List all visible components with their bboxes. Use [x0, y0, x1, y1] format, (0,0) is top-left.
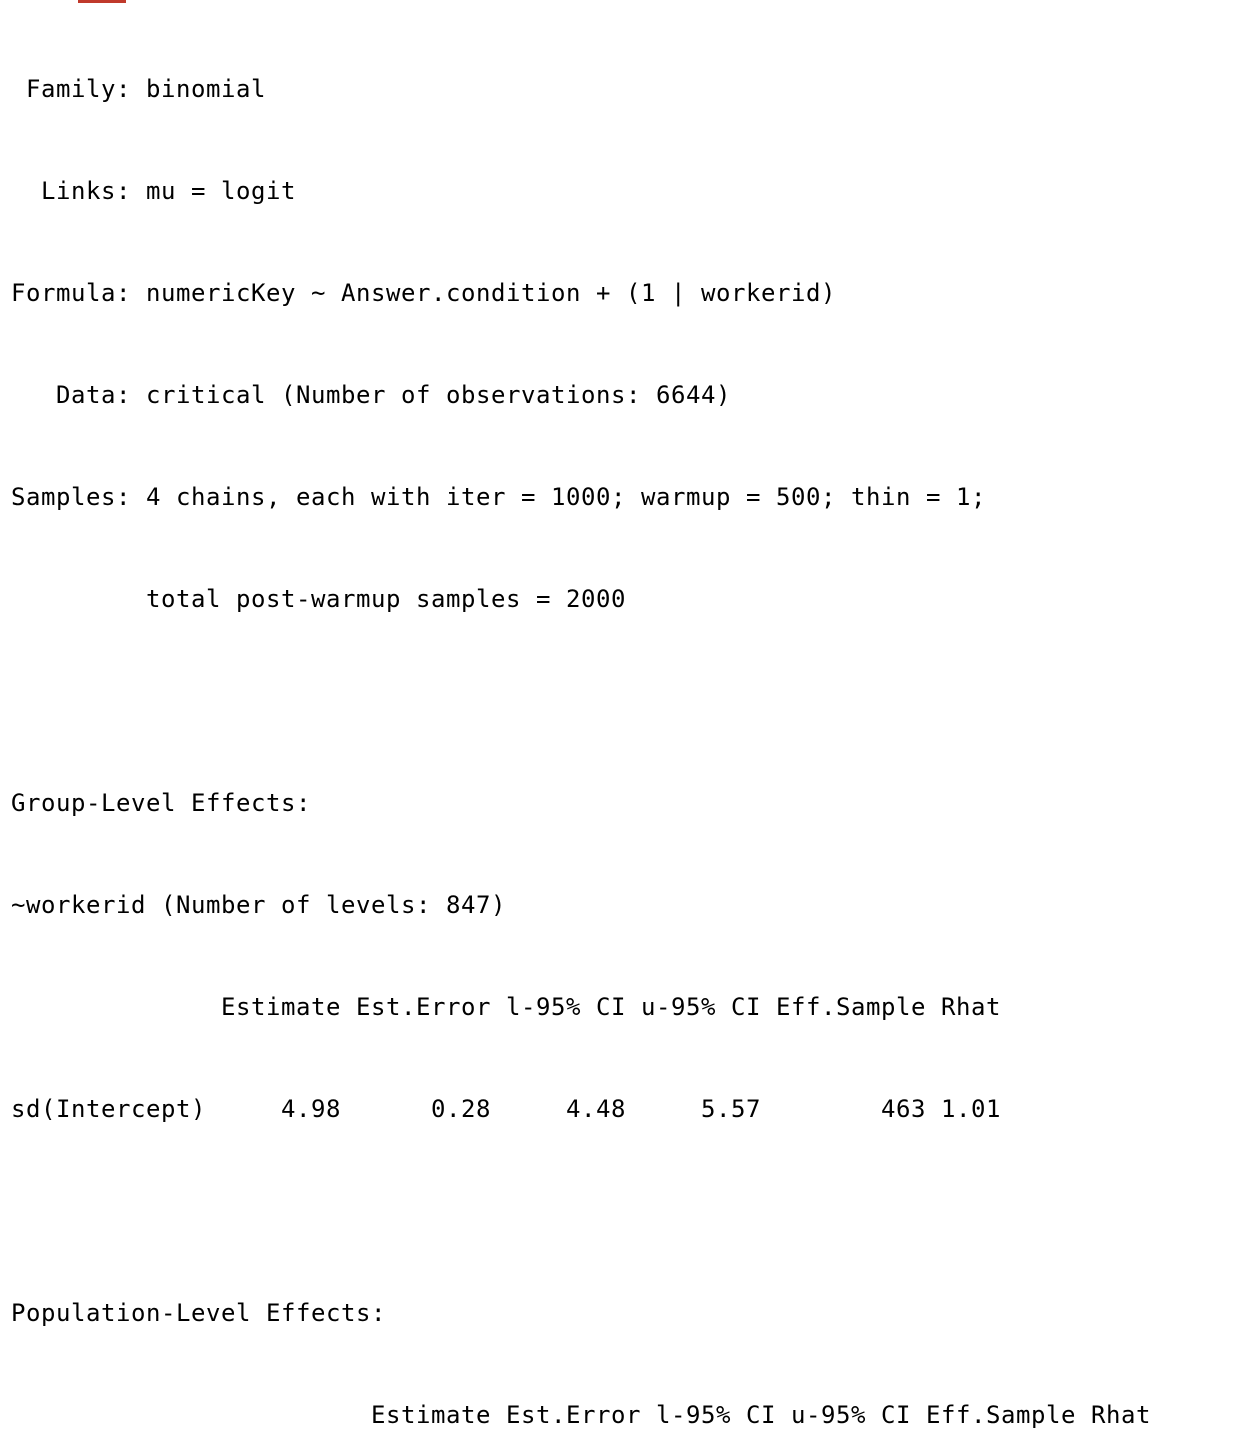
blank-line	[11, 1194, 1151, 1228]
model-links-line: Links: mu = logit	[11, 177, 296, 205]
model-family-line: Family: binomial	[11, 75, 266, 103]
r-console-output: Family: binomial Links: mu = logit Formu…	[11, 4, 1151, 1452]
cut-off-red-mark	[78, 0, 126, 3]
model-data-line: Data: critical (Number of observations: …	[11, 381, 731, 409]
model-formula-line: Formula: numericKey ~ Answer.condition +…	[11, 279, 836, 307]
model-samples-total-line: total post-warmup samples = 2000	[11, 585, 626, 613]
group-table-header: Estimate Est.Error l-95% CI u-95% CI Eff…	[11, 993, 1001, 1021]
group-level-heading: Group-Level Effects:	[11, 789, 311, 817]
group-table-row: sd(Intercept) 4.98 0.28 4.48 5.57 463 1.…	[11, 1095, 1001, 1123]
population-table-header: Estimate Est.Error l-95% CI u-95% CI Eff…	[11, 1401, 1151, 1429]
group-level-subheading: ~workerid (Number of levels: 847)	[11, 891, 506, 919]
blank-line	[11, 684, 1151, 718]
model-samples-line: Samples: 4 chains, each with iter = 1000…	[11, 483, 986, 511]
population-level-heading: Population-Level Effects:	[11, 1299, 386, 1327]
